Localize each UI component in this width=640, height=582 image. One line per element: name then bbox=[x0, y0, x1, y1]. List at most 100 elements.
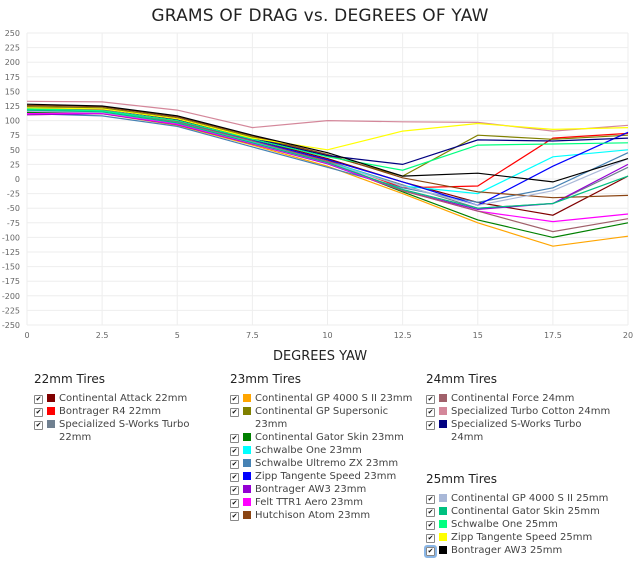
legend-item[interactable]: ✔ Continental GP 4000 S II 23mm bbox=[230, 392, 415, 405]
y-tick-label: -250 bbox=[2, 321, 20, 330]
legend-item[interactable]: ✔ Schwalbe One 23mm bbox=[230, 444, 415, 457]
legend-checkbox[interactable]: ✔ bbox=[230, 434, 239, 443]
legend-item[interactable]: ✔ Continental GP 4000 S II 25mm bbox=[426, 492, 611, 505]
legend-item[interactable]: ✔ Bontrager R4 22mm bbox=[34, 405, 219, 418]
legend-checkbox[interactable]: ✔ bbox=[426, 408, 435, 417]
legend-checkbox[interactable]: ✔ bbox=[230, 512, 239, 521]
series-line-continental-gator-skin-25mm bbox=[26, 109, 629, 209]
legend-checkbox[interactable]: ✔ bbox=[34, 408, 43, 417]
legend-item[interactable]: ✔ Bontrager AW3 23mm bbox=[230, 483, 415, 496]
legend-checkbox[interactable]: ✔ bbox=[426, 521, 435, 530]
grid bbox=[26, 32, 629, 326]
legend-swatch bbox=[439, 394, 447, 402]
legend-group-24mm: 24mm Tires ✔ Continental Force 24mm ✔ Specia… bbox=[426, 372, 611, 444]
legend-item[interactable]: ✔ Specialized Turbo Cotton 24mm bbox=[426, 405, 611, 418]
legend-checkbox[interactable]: ✔ bbox=[230, 473, 239, 482]
legend-checkbox[interactable]: ✔ bbox=[34, 395, 43, 404]
y-tick-label: -125 bbox=[2, 248, 20, 257]
x-axis-ticks: 0 2.5 5 7.5 10 12.5 15 17.5 20 bbox=[24, 331, 633, 340]
legend-group-22mm: 22mm Tires ✔ Continental Attack 22mm ✔ Bontr… bbox=[34, 372, 219, 444]
x-tick-label: 2.5 bbox=[96, 331, 109, 340]
legend-label: Continental Gator Skin 25mm bbox=[451, 506, 600, 517]
y-tick-label: 50 bbox=[10, 146, 20, 155]
legend-label: Continental Attack 22mm bbox=[59, 393, 188, 404]
y-tick-label: 25 bbox=[10, 160, 20, 169]
legend-checkbox[interactable]: ✔ bbox=[426, 508, 435, 517]
legend-checkbox[interactable]: ✔ bbox=[230, 395, 239, 404]
legend-swatch bbox=[47, 394, 55, 402]
legend-swatch bbox=[47, 407, 55, 415]
legend-label: Bontrager AW3 23mm bbox=[255, 484, 367, 495]
legend-item[interactable]: ✔ Schwalbe Ultremo ZX 23mm bbox=[230, 457, 415, 470]
y-tick-label: -100 bbox=[2, 233, 20, 242]
legend-checkbox[interactable]: ✔ bbox=[424, 545, 437, 558]
legend-swatch bbox=[439, 494, 447, 502]
legend-item[interactable]: ✔ Zipp Tangente Speed 25mm bbox=[426, 531, 611, 544]
y-tick-label: 125 bbox=[5, 102, 20, 111]
legend-item[interactable]: ✔ Specialized S-Works Turbo 22mm bbox=[34, 418, 219, 444]
legend-swatch bbox=[243, 459, 251, 467]
y-tick-label: -175 bbox=[2, 277, 20, 286]
legend-checkbox[interactable]: ✔ bbox=[426, 495, 435, 504]
y-tick-label: 0 bbox=[15, 175, 20, 184]
series-line-schwalbe-one-25mm bbox=[26, 108, 629, 171]
legend-group-25mm: 25mm Tires ✔ Continental GP 4000 S II 25mm… bbox=[424, 472, 611, 558]
legend-swatch bbox=[47, 420, 55, 428]
y-tick-label: -75 bbox=[7, 219, 20, 228]
legend-item[interactable]: ✔ Continental GP Supersonic 23mm bbox=[230, 405, 415, 431]
legend-checkbox[interactable]: ✔ bbox=[230, 447, 239, 456]
legend-checkbox[interactable]: ✔ bbox=[426, 534, 435, 543]
y-tick-label: -225 bbox=[2, 306, 20, 315]
legend-checkbox[interactable]: ✔ bbox=[230, 460, 239, 469]
series-line-bontrager-aw3-25mm bbox=[26, 103, 629, 183]
x-tick-label: 0 bbox=[24, 331, 29, 340]
legend-item[interactable]: ✔ Felt TTR1 Aero 23mm bbox=[230, 496, 415, 509]
legend-label: Bontrager AW3 25mm bbox=[451, 545, 563, 556]
y-tick-label: 100 bbox=[5, 117, 20, 126]
chart-title: GRAMS OF DRAG vs. DEGREES OF YAW bbox=[151, 6, 489, 26]
legend-item[interactable]: ✔ Bontrager AW3 25mm bbox=[424, 544, 611, 558]
series-line-zipp-tangente-speed-25mm bbox=[26, 107, 629, 151]
legend-checkbox[interactable]: ✔ bbox=[34, 421, 43, 430]
legend-label: Schwalbe One 23mm bbox=[255, 445, 362, 456]
x-tick-label: 12.5 bbox=[394, 331, 412, 340]
legend-swatch bbox=[243, 472, 251, 480]
y-tick-label: 200 bbox=[5, 58, 20, 67]
legend-swatch bbox=[439, 407, 447, 415]
legend-checkbox[interactable]: ✔ bbox=[230, 408, 239, 417]
legend-checkbox[interactable]: ✔ bbox=[230, 486, 239, 495]
legend-checkbox[interactable]: ✔ bbox=[426, 421, 435, 430]
legend-checkbox[interactable]: ✔ bbox=[426, 395, 435, 404]
legend-item[interactable]: ✔ Continental Gator Skin 23mm bbox=[230, 431, 415, 444]
legend-item[interactable]: ✔ Continental Attack 22mm bbox=[34, 392, 219, 405]
series-line-specialized-turbo-cotton-24mm bbox=[26, 100, 629, 132]
y-tick-label: 250 bbox=[5, 29, 20, 38]
x-axis-label: DEGREES YAW bbox=[272, 349, 368, 364]
legend-group-title: 23mm Tires bbox=[230, 372, 302, 386]
y-tick-label: 175 bbox=[5, 73, 20, 82]
legend-item[interactable]: ✔ Specialized S-Works Turbo 24mm bbox=[426, 418, 611, 444]
legend-swatch bbox=[243, 485, 251, 493]
legend-swatch bbox=[439, 533, 447, 541]
legend-item[interactable]: ✔ Schwalbe One 25mm bbox=[426, 518, 611, 531]
legend-label: Continental GP Supersonic 23mm bbox=[255, 406, 389, 430]
x-tick-label: 15 bbox=[473, 331, 483, 340]
legend-label: Zipp Tangente Speed 25mm bbox=[451, 532, 593, 543]
legend-checkbox[interactable]: ✔ bbox=[230, 499, 239, 508]
legend-label: Continental Gator Skin 23mm bbox=[255, 432, 404, 443]
x-tick-label: 7.5 bbox=[246, 331, 259, 340]
x-tick-label: 20 bbox=[623, 331, 633, 340]
legend-item[interactable]: ✔ Zipp Tangente Speed 23mm bbox=[230, 470, 415, 483]
legend-swatch bbox=[243, 433, 251, 441]
legend-item[interactable]: ✔ Hutchison Atom 23mm bbox=[230, 509, 415, 522]
legend-group-23mm: 23mm Tires ✔ Continental GP 4000 S II 23mm… bbox=[230, 372, 415, 522]
legend-label: Continental GP 4000 S II 23mm bbox=[255, 393, 413, 404]
legend-item[interactable]: ✔ Continental Force 24mm bbox=[426, 392, 611, 405]
y-tick-label: -150 bbox=[2, 263, 20, 272]
legend-swatch bbox=[439, 520, 447, 528]
legend-item[interactable]: ✔ Continental Gator Skin 25mm bbox=[426, 505, 611, 518]
legend-label: Specialized S-Works Turbo 22mm bbox=[59, 419, 190, 443]
legend-swatch bbox=[243, 446, 251, 454]
legend-label: Continental GP 4000 S II 25mm bbox=[451, 493, 609, 504]
legend-label: Hutchison Atom 23mm bbox=[255, 510, 371, 521]
